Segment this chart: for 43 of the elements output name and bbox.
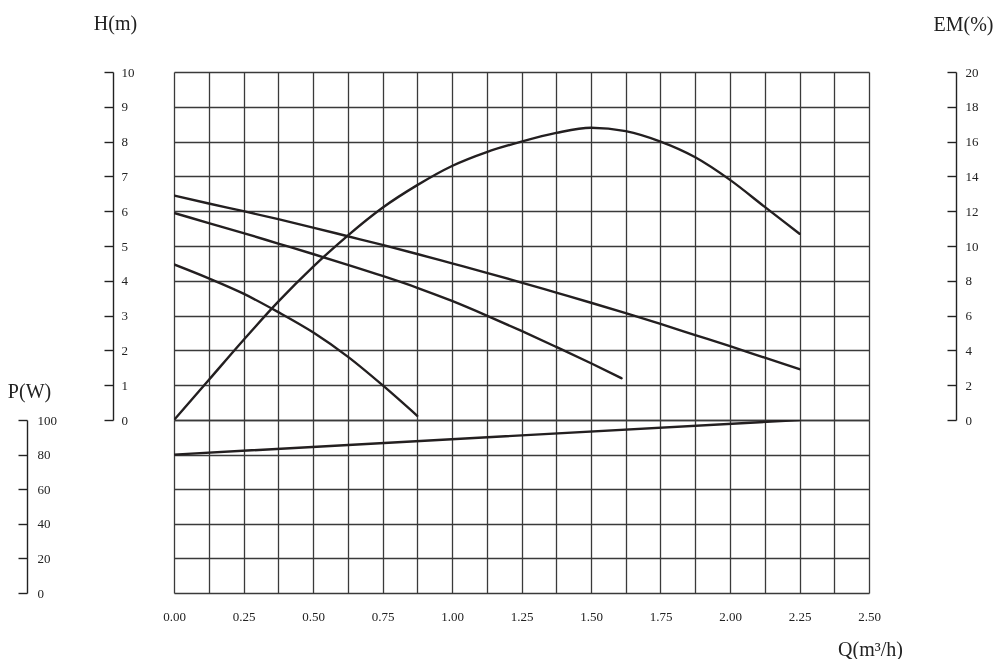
x-tick-label: 1.25 bbox=[510, 608, 534, 624]
y-axis-title: P(W) bbox=[7, 379, 52, 403]
y2-tick-label: 2 bbox=[965, 377, 972, 393]
x-axis-title: Q(m³/h) bbox=[838, 637, 903, 661]
y2-tick-label: 8 bbox=[965, 273, 972, 289]
y-tick-label: 20 bbox=[37, 550, 51, 566]
y-tick-label: 0 bbox=[121, 412, 128, 428]
y-tick-label: 4 bbox=[121, 273, 129, 289]
y-tick-label: 9 bbox=[121, 99, 128, 115]
y2-tick-label: 16 bbox=[965, 134, 979, 150]
y2-tick-label: 14 bbox=[965, 168, 979, 184]
y2-tick-label: 12 bbox=[965, 203, 979, 219]
y-tick-label: 60 bbox=[37, 481, 51, 497]
x-tick-label: 0.25 bbox=[232, 608, 256, 624]
y-tick-label: 3 bbox=[121, 308, 128, 324]
x-tick-label: 0.00 bbox=[163, 608, 186, 624]
x-tick-label: 0.75 bbox=[371, 608, 395, 624]
y-tick-label: 5 bbox=[121, 238, 128, 254]
y2-tick-label: 0 bbox=[965, 412, 972, 428]
x-tick-label: 2.50 bbox=[858, 608, 881, 624]
y-tick-label: 6 bbox=[121, 203, 129, 219]
y-tick-label: 1 bbox=[121, 377, 128, 393]
x-tick-label: 2.25 bbox=[788, 608, 812, 624]
x-tick-label: 2.00 bbox=[719, 608, 742, 624]
y-tick-label: 2 bbox=[121, 342, 128, 358]
y-tick-label: 100 bbox=[37, 412, 57, 428]
y-axis-title: H(m) bbox=[93, 11, 138, 35]
y-tick-label: 0 bbox=[37, 585, 44, 601]
x-tick-label: 1.75 bbox=[649, 608, 673, 624]
y-tick-label: 8 bbox=[121, 134, 128, 150]
y2-tick-label: 18 bbox=[965, 99, 979, 115]
y-tick-label: 7 bbox=[121, 168, 129, 184]
y-tick-label: 40 bbox=[37, 516, 51, 532]
y-tick-label: 10 bbox=[121, 64, 135, 80]
y2-axis-title: EM(%) bbox=[933, 12, 994, 36]
y2-tick-label: 4 bbox=[965, 342, 973, 358]
y2-tick-label: 10 bbox=[965, 238, 979, 254]
x-tick-label: 1.00 bbox=[441, 608, 464, 624]
y-tick-label: 80 bbox=[37, 447, 51, 463]
y2-tick-label: 20 bbox=[965, 64, 979, 80]
x-tick-label: 0.50 bbox=[302, 608, 325, 624]
y2-tick-label: 6 bbox=[965, 308, 973, 324]
x-tick-label: 1.50 bbox=[580, 608, 603, 624]
